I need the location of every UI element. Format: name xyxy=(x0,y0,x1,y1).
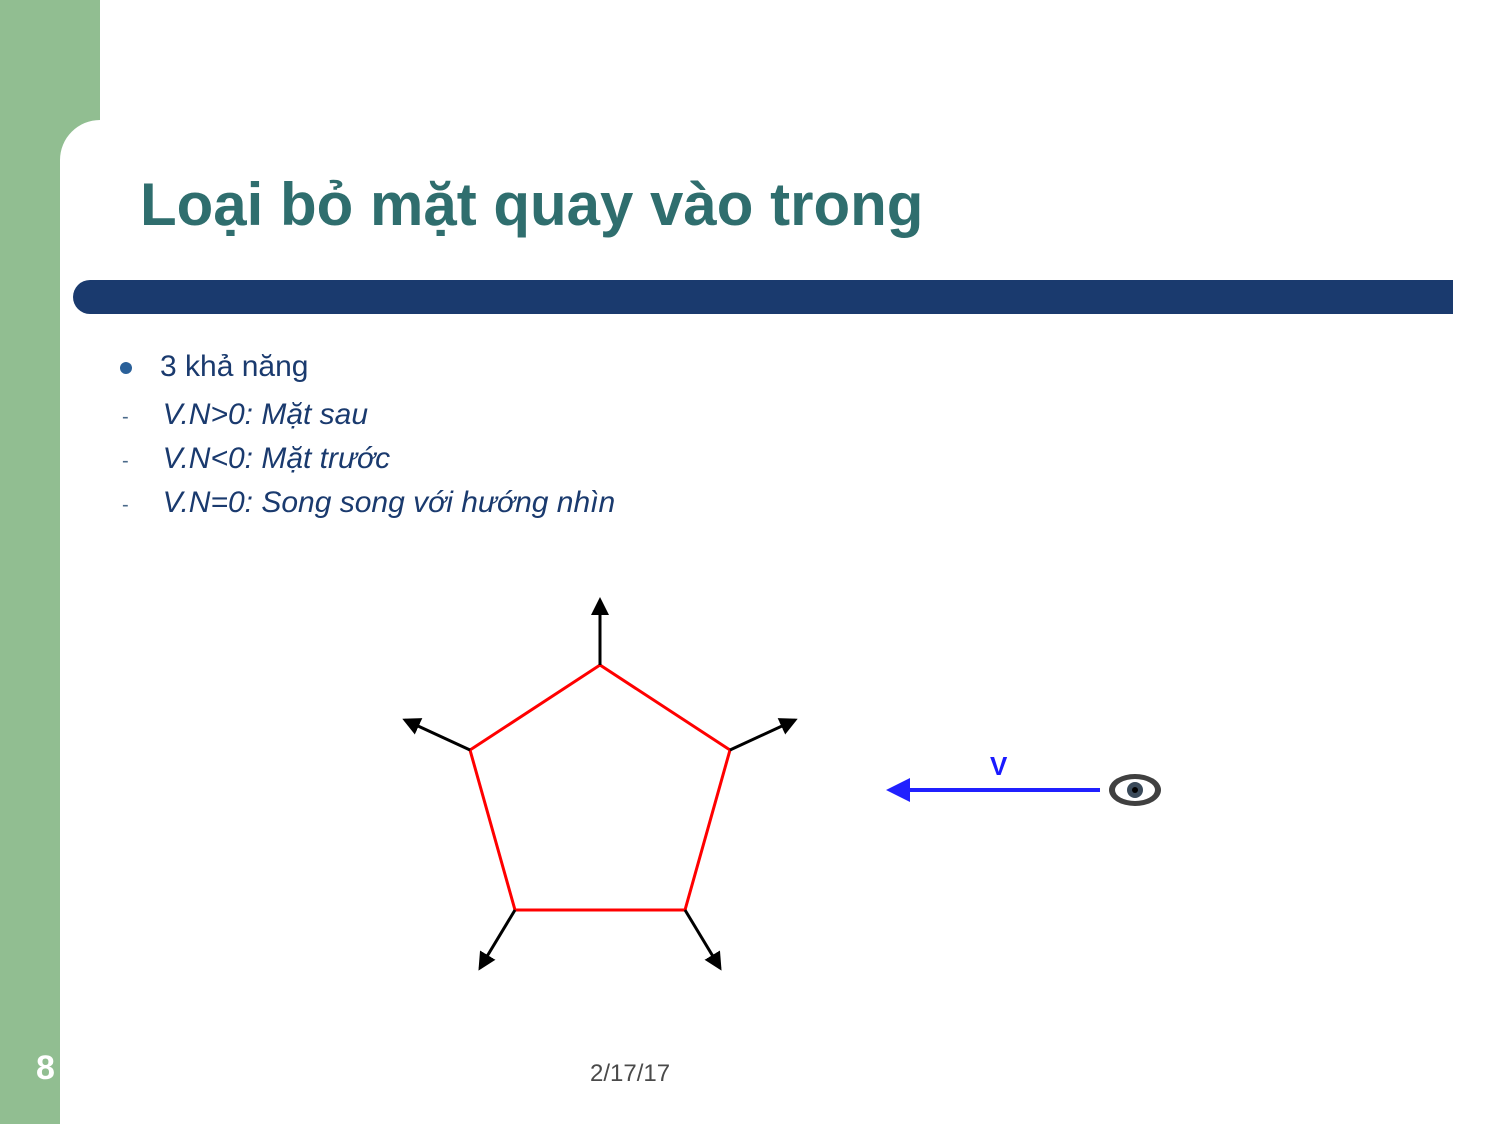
slide-title: Loại bỏ mặt quay vào trong xyxy=(140,170,923,239)
list-item-text: V.N=0: Song song với hướng nhìn xyxy=(163,486,616,520)
list-item-text: V.N>0: Mặt sau xyxy=(163,398,368,432)
pentagon-diagram: V xyxy=(400,590,1200,990)
bullet-main-text: 3 khả năng xyxy=(160,350,308,384)
list-item-text: V.N<0: Mặt trước xyxy=(163,442,390,476)
dash-icon: - xyxy=(122,450,129,473)
normal-arrow xyxy=(730,720,795,750)
dash-icon: - xyxy=(122,494,129,517)
accent-bar xyxy=(73,280,1453,314)
normal-arrow xyxy=(405,720,470,750)
list-item: - V.N=0: Song song với hướng nhìn xyxy=(122,486,615,520)
bullet-dot-icon xyxy=(120,362,132,374)
footer-date: 2/17/17 xyxy=(590,1060,670,1088)
v-label: V xyxy=(990,751,1008,781)
normal-arrow xyxy=(480,910,515,968)
page-number: 8 xyxy=(36,1049,55,1088)
dash-icon: - xyxy=(122,406,129,429)
list-item: - V.N>0: Mặt sau xyxy=(122,398,615,432)
slide: Loại bỏ mặt quay vào trong 3 khả năng - … xyxy=(0,0,1499,1124)
content-area: 3 khả năng - V.N>0: Mặt sau - V.N<0: Mặt… xyxy=(120,350,615,530)
list-item: - V.N<0: Mặt trước xyxy=(122,442,615,476)
pentagon-shape xyxy=(470,665,730,910)
normal-arrows xyxy=(405,600,795,968)
normal-arrow xyxy=(685,910,720,968)
bullet-main: 3 khả năng xyxy=(120,350,615,384)
green-sidebar-decoration xyxy=(0,0,100,1124)
eye-icon xyxy=(1109,774,1161,806)
